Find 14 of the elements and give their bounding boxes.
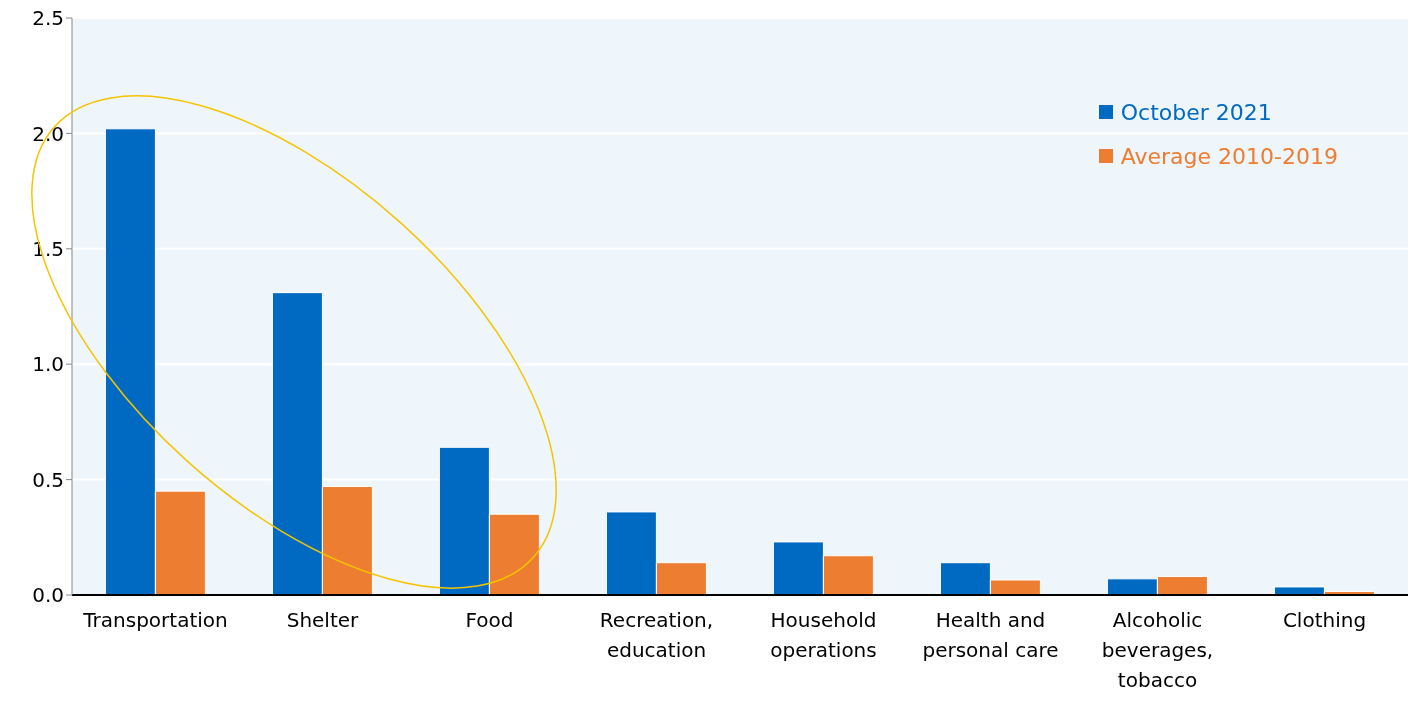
y-tick-label: 2.5 xyxy=(32,6,64,31)
x-tick-label: Food xyxy=(465,608,514,633)
x-tick-label: Health and personal care xyxy=(922,608,1059,663)
legend-label: Average 2010-2019 xyxy=(1120,143,1338,169)
x-tick-label: Household operations xyxy=(770,608,877,663)
x-tick-label: Shelter xyxy=(286,608,360,633)
x-tick-label: Transportation xyxy=(82,608,228,633)
x-tick-label: Clothing xyxy=(1282,608,1367,633)
legend-label: October 2021 xyxy=(1120,99,1272,125)
x-tick-label: Alcoholic beverages, tobacco xyxy=(1101,608,1214,693)
y-tick-label: 0.5 xyxy=(32,467,64,492)
y-tick-label: 0.0 xyxy=(32,583,64,608)
y-tick-label: 1.0 xyxy=(32,352,64,377)
x-tick-label: Recreation, education xyxy=(599,608,714,663)
